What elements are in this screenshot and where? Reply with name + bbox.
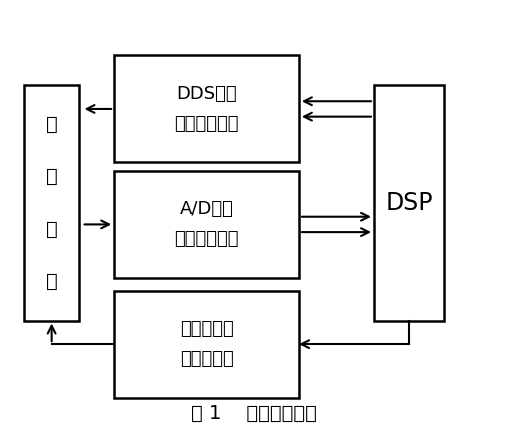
Text: A/D响应: A/D响应: [180, 201, 234, 218]
Text: 参数计算及: 参数计算及: [180, 320, 233, 338]
Text: 测: 测: [46, 167, 57, 187]
Text: DSP: DSP: [385, 191, 433, 215]
Bar: [114, 171, 299, 278]
Text: 被: 被: [46, 115, 57, 134]
Text: 信号发生模块: 信号发生模块: [174, 115, 239, 133]
Text: 系: 系: [46, 220, 57, 238]
Bar: [114, 291, 299, 398]
Text: DDS扫频: DDS扫频: [176, 85, 237, 103]
Bar: [374, 85, 444, 320]
Text: 图 1    系统总体框图: 图 1 系统总体框图: [191, 404, 317, 423]
Bar: [114, 55, 299, 162]
Text: 信号采样模块: 信号采样模块: [174, 230, 239, 249]
Text: 稳定性判断: 稳定性判断: [180, 350, 233, 368]
Bar: [24, 85, 79, 320]
Text: 统: 统: [46, 272, 57, 291]
